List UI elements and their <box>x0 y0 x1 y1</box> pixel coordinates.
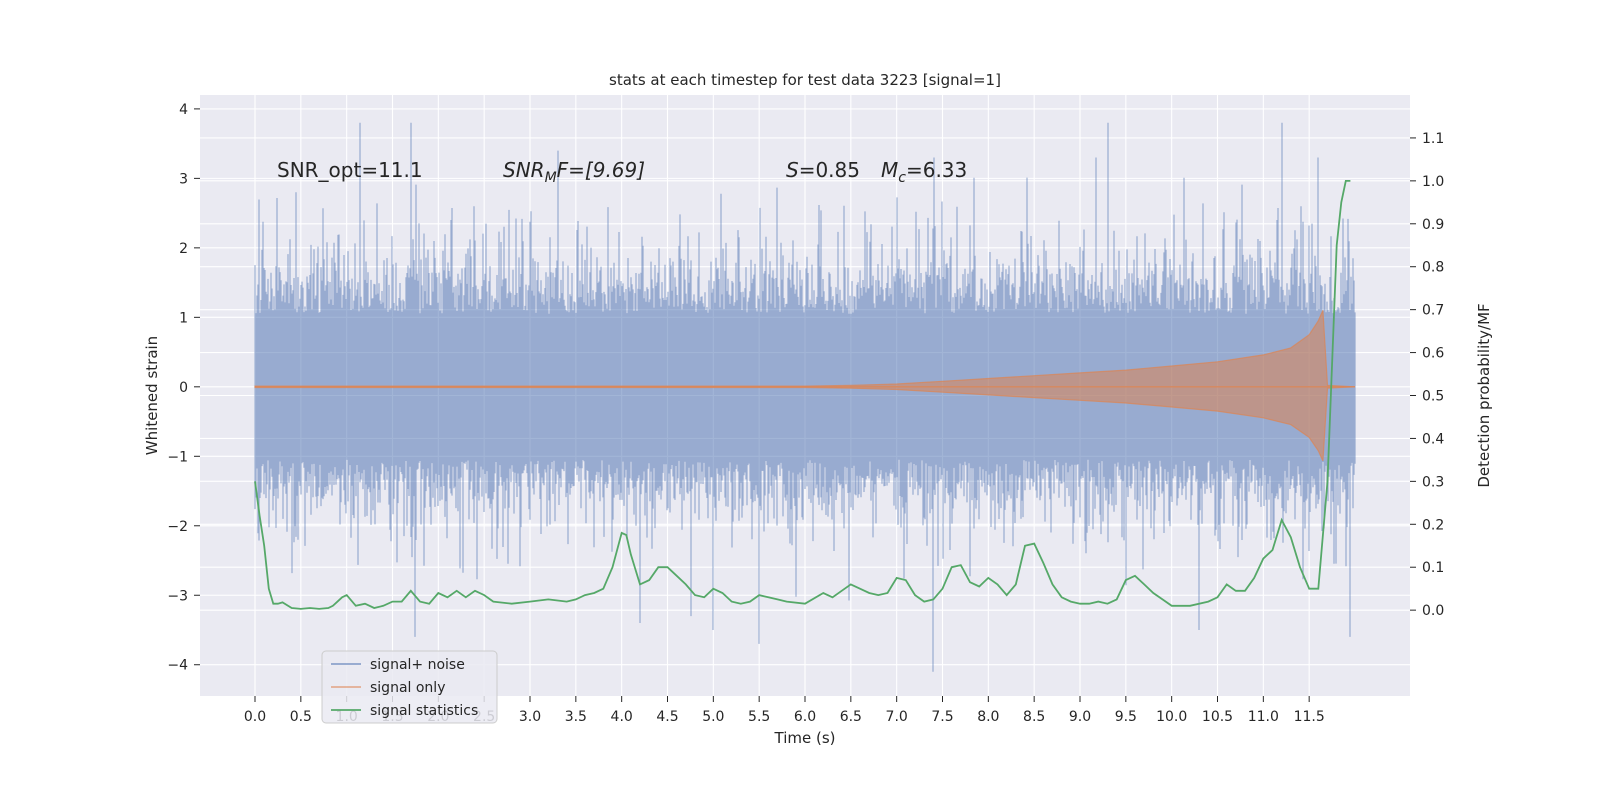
annotation-s-value: S=0.85 <box>786 158 860 182</box>
y-tick-label-left: −1 <box>167 449 188 465</box>
x-tick-label: 0.0 <box>244 709 266 725</box>
x-tick-label: 4.0 <box>611 709 633 725</box>
annotation-mc-value: Mc=6.33 <box>881 158 967 186</box>
legend-label-signal-noise: signal+ noise <box>370 657 465 673</box>
x-tick-label: 11.0 <box>1248 709 1279 725</box>
y-tick-label-right: 0.5 <box>1422 389 1444 405</box>
legend: signal+ noise signal only signal statist… <box>321 650 498 724</box>
x-tick-label: 8.0 <box>977 709 999 725</box>
x-axis-label: Time (s) <box>774 729 836 747</box>
axes: 0.00.51.01.52.02.53.03.54.04.55.05.56.06… <box>167 102 1444 725</box>
x-tick-label: 7.5 <box>931 709 953 725</box>
x-tick-label: 7.0 <box>886 709 908 725</box>
y-tick-label-right: 0.9 <box>1422 217 1444 233</box>
signal-statistics-series <box>254 180 1351 610</box>
x-tick-label: 3.0 <box>519 709 541 725</box>
y-tick-label-right: 1.1 <box>1422 131 1444 147</box>
x-tick-label: 6.0 <box>794 709 816 725</box>
y-tick-label-right: 0.2 <box>1422 517 1444 533</box>
x-tick-label: 8.5 <box>1023 709 1045 725</box>
annotation-snr-mf: SNRMF=[9.69] <box>503 158 645 186</box>
y-tick-label-right: 0.4 <box>1422 431 1444 447</box>
x-tick-label: 4.5 <box>656 709 678 725</box>
y-tick-label-left: 2 <box>179 241 188 257</box>
y-tick-label-left: 0 <box>179 380 188 396</box>
signal-statistics-line <box>254 180 1351 610</box>
y-tick-label-left: 1 <box>179 310 188 326</box>
y-axis-label-left: Whitened strain <box>143 336 161 455</box>
x-tick-label: 6.5 <box>840 709 862 725</box>
legend-label-signal-statistics: signal statistics <box>370 703 478 719</box>
signal-only-series <box>254 310 1356 462</box>
y-tick-label-left: 4 <box>179 102 188 118</box>
y-tick-label-right: 0.7 <box>1422 303 1444 319</box>
y-tick-label-left: −2 <box>167 519 188 535</box>
x-tick-label: 5.5 <box>748 709 770 725</box>
y-tick-label-right: 0.1 <box>1422 560 1444 576</box>
x-tick-label: 9.5 <box>1115 709 1137 725</box>
y-tick-label-right: 0.6 <box>1422 346 1444 362</box>
x-tick-label: 3.5 <box>565 709 587 725</box>
y-tick-label-left: 3 <box>179 171 188 187</box>
x-tick-label: 10.0 <box>1156 709 1187 725</box>
legend-box <box>321 650 498 724</box>
y-axis-label-right: Detection probability/MF <box>1475 303 1493 487</box>
x-tick-label: 9.0 <box>1069 709 1091 725</box>
chart-title: stats at each timestep for test data 322… <box>609 71 1001 89</box>
y-tick-label-right: 0.8 <box>1422 260 1444 276</box>
y-tick-label-right: 1.0 <box>1422 174 1444 190</box>
x-tick-label: 5.0 <box>702 709 724 725</box>
y-tick-label-left: −4 <box>167 658 188 674</box>
y-tick-label-right: 0.3 <box>1422 474 1444 490</box>
x-tick-label: 11.5 <box>1294 709 1325 725</box>
x-tick-label: 10.5 <box>1202 709 1233 725</box>
y-tick-label-right: 0.0 <box>1422 603 1444 619</box>
legend-label-signal-only: signal only <box>370 680 445 696</box>
x-tick-label: 0.5 <box>290 709 312 725</box>
y-tick-label-left: −3 <box>167 588 188 604</box>
annotation-snr-opt: SNR_opt=11.1 <box>277 158 423 182</box>
